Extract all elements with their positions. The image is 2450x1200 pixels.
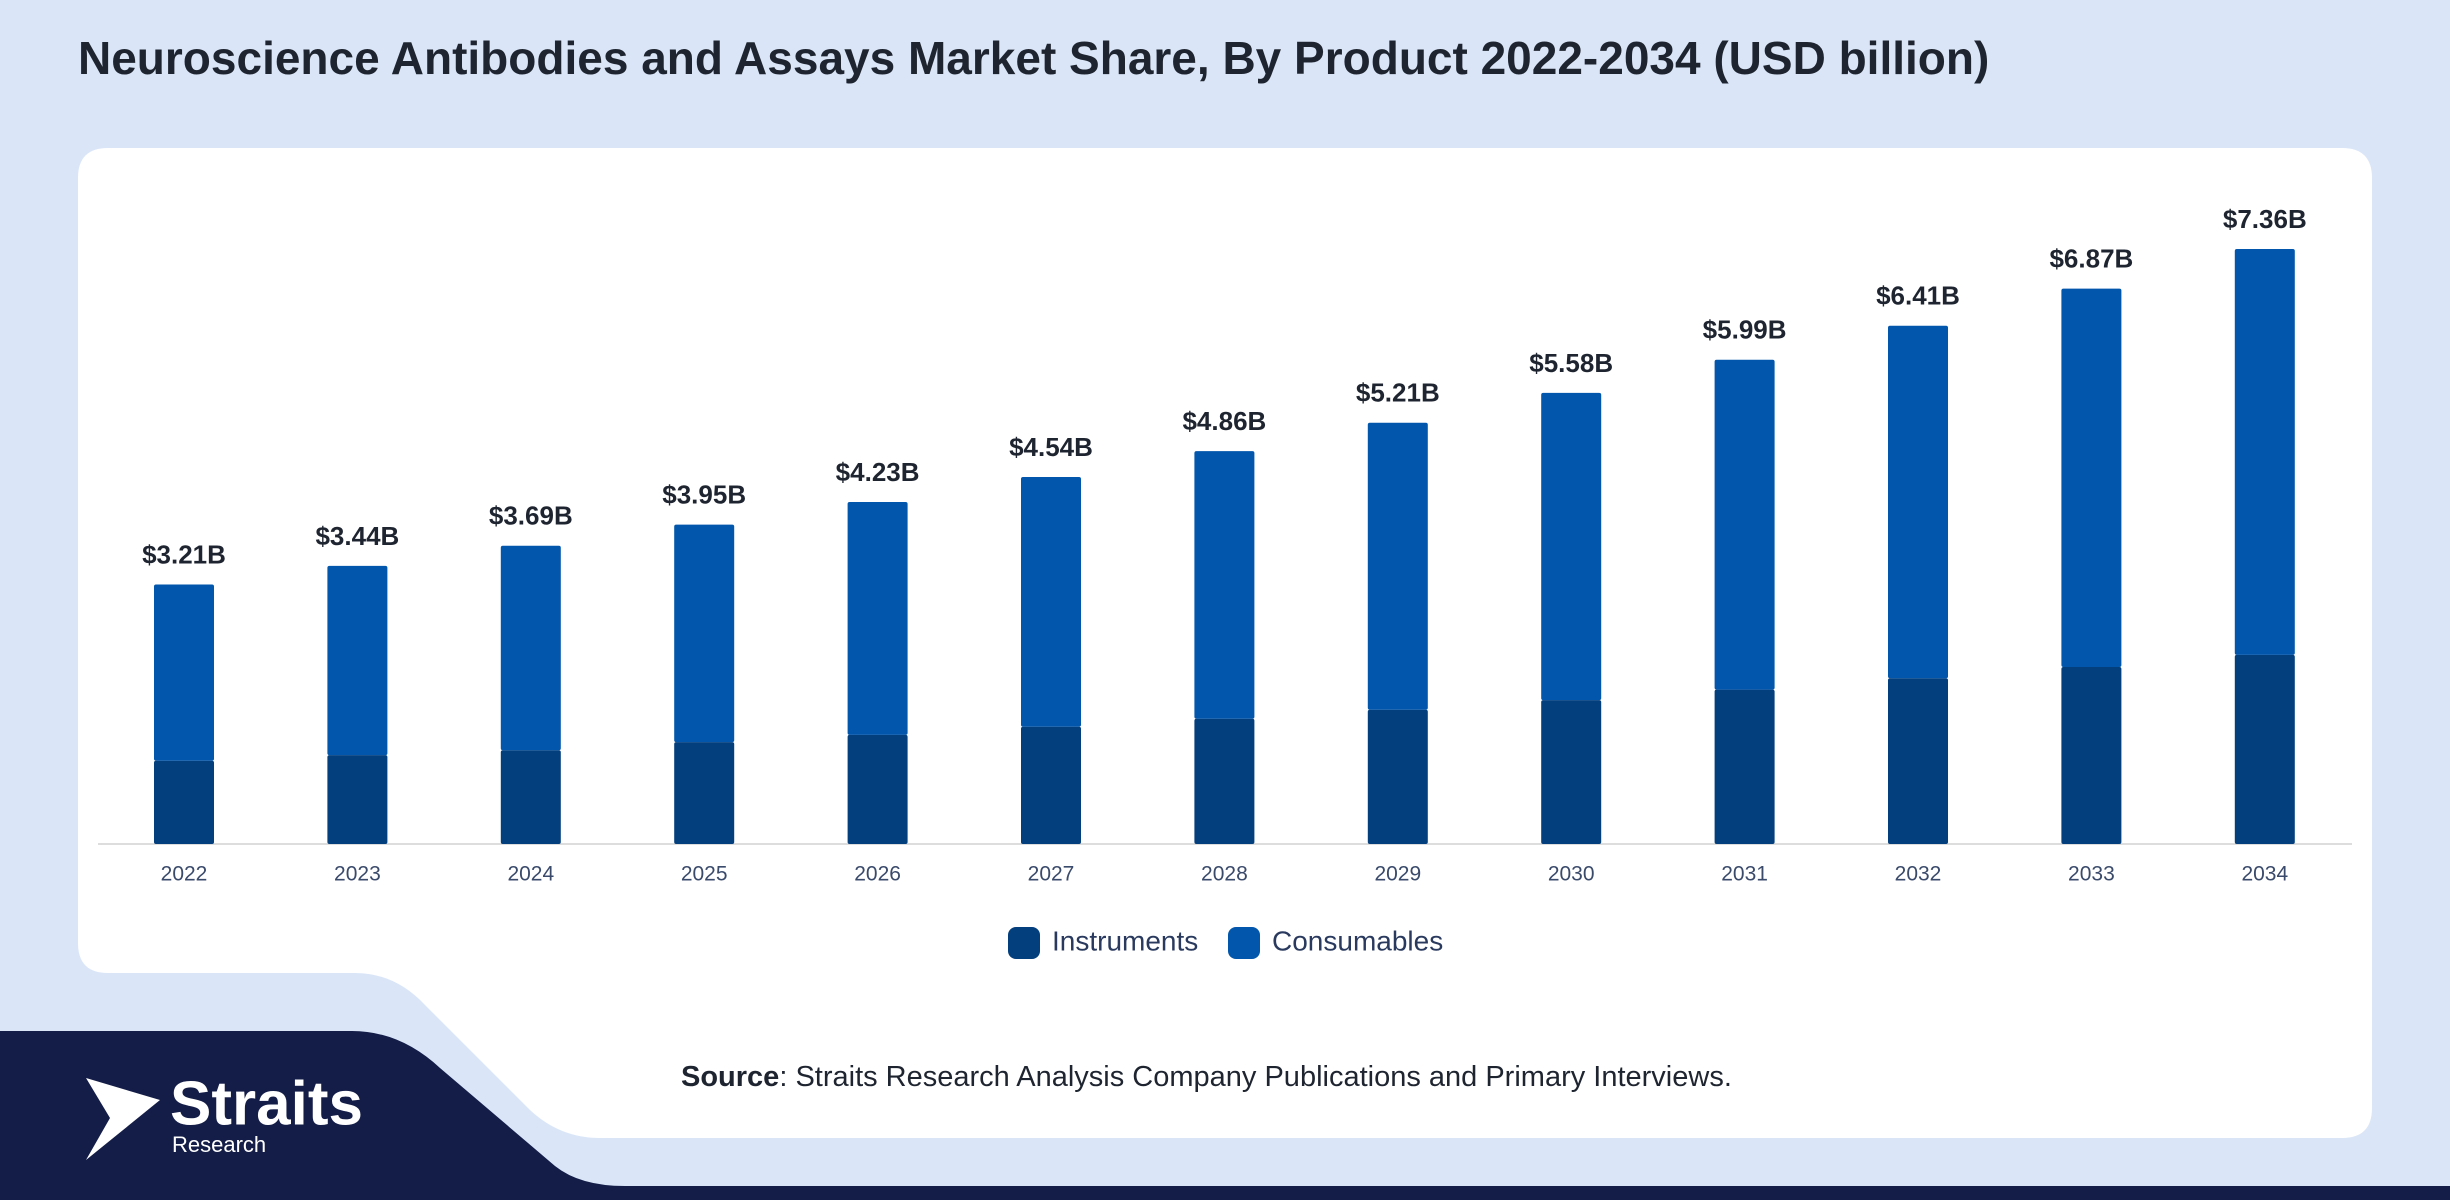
bar-segment — [847, 734, 908, 844]
logo-tagline: Research — [172, 1132, 266, 1157]
total-label: $7.36B — [2223, 204, 2307, 234]
bar-segment — [1367, 709, 1428, 844]
total-label: $5.58B — [1529, 348, 1613, 378]
bar-segment — [1541, 392, 1602, 701]
bar-segment — [327, 565, 388, 756]
bar-segment — [2234, 249, 2295, 655]
bar-segment — [1367, 422, 1428, 710]
bar-segment — [1888, 325, 1948, 679]
total-label: $3.95B — [662, 480, 746, 510]
source: Source: Straits Research Analysis Compan… — [681, 1061, 1732, 1093]
bar-segment — [1541, 700, 1602, 844]
x-tick-label: 2029 — [1374, 863, 1421, 886]
total-label: $6.87B — [2049, 243, 2133, 273]
total-label: $4.86B — [1182, 406, 1266, 436]
bar-segment — [154, 584, 214, 761]
x-tick-label: 2031 — [1721, 863, 1768, 886]
bar-segment — [2234, 654, 2295, 844]
x-tick-label: 2022 — [161, 863, 208, 886]
total-label: $3.21B — [142, 539, 226, 569]
bar-segment — [847, 502, 908, 735]
x-tick-label: 2027 — [1028, 863, 1075, 886]
chart-title: Neuroscience Antibodies and Assays Marke… — [78, 32, 1989, 84]
logo-name: Straits — [170, 1069, 363, 1138]
bar-segment — [674, 742, 735, 844]
legend-swatch — [1228, 927, 1260, 959]
total-label: $4.54B — [1009, 432, 1093, 462]
x-tick-label: 2030 — [1548, 863, 1595, 886]
x-tick-label: 2033 — [2068, 863, 2115, 886]
x-tick-label: 2026 — [854, 863, 901, 886]
bar-segment — [500, 545, 561, 751]
x-tick-label: 2023 — [334, 863, 381, 886]
legend-label: Instruments — [1052, 925, 1198, 956]
x-tick-label: 2028 — [1201, 863, 1248, 886]
legend-label: Consumables — [1272, 925, 1443, 956]
source-text: : Straits Research Analysis Company Publ… — [779, 1061, 1732, 1093]
bar-segment — [500, 750, 561, 844]
bar-segment — [327, 755, 388, 844]
bar-segment — [1714, 359, 1775, 690]
x-tick-label: 2025 — [681, 863, 728, 886]
footer-band — [0, 1031, 2450, 1200]
x-tick-label: 2032 — [1895, 863, 1942, 886]
total-label: $5.21B — [1356, 378, 1440, 408]
bar-segment — [674, 524, 735, 743]
total-label: $3.69B — [489, 501, 573, 531]
total-label: $5.99B — [1703, 315, 1787, 345]
bar-segment — [154, 760, 214, 844]
bar-segment — [2061, 288, 2122, 667]
bar-segment — [2061, 666, 2122, 844]
bar-segment — [1194, 718, 1255, 844]
bar-segment — [1714, 689, 1775, 844]
bar-segment — [1194, 451, 1255, 719]
x-tick-label: 2024 — [507, 863, 554, 886]
source-label: Source — [681, 1061, 779, 1093]
bar-segment — [1021, 726, 1081, 844]
total-label: $6.41B — [1876, 281, 1960, 311]
total-label: $4.23B — [836, 457, 920, 487]
bar-segment — [1888, 678, 1948, 844]
bar-segment — [1021, 476, 1081, 727]
legend-swatch — [1008, 927, 1040, 959]
x-tick-label: 2034 — [2241, 863, 2288, 886]
logo-icon — [86, 1078, 160, 1160]
total-label: $3.44B — [315, 521, 399, 551]
